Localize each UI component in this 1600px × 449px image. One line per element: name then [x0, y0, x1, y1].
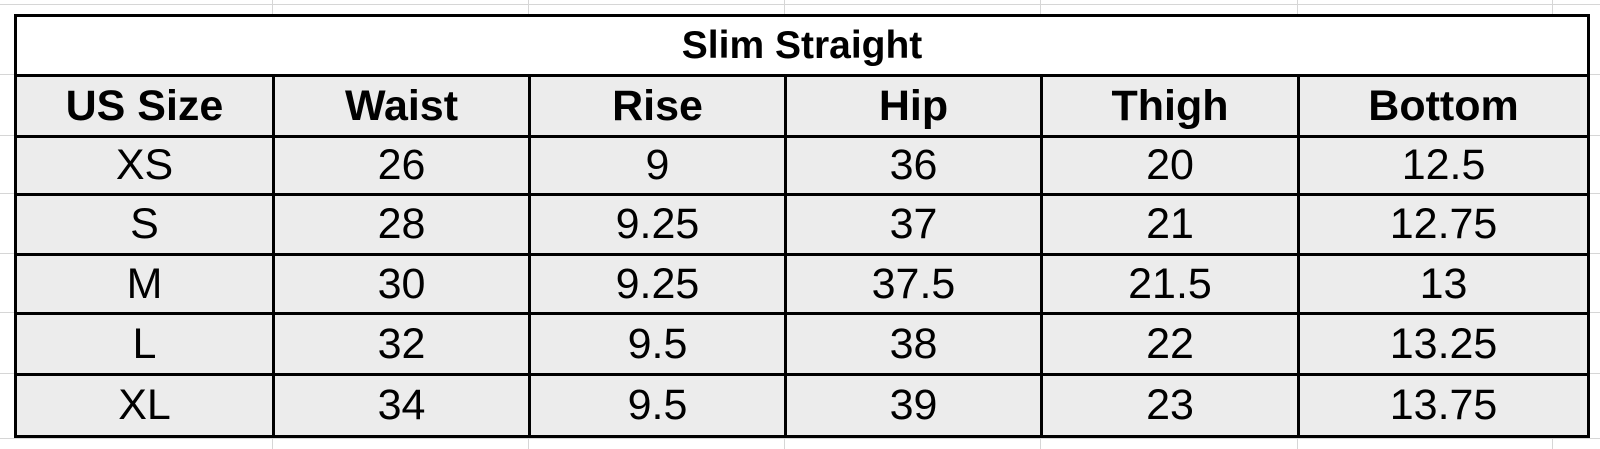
- cell-bottom[interactable]: 12.5: [1296, 135, 1591, 196]
- cell-bottom[interactable]: 12.75: [1296, 193, 1591, 256]
- cell-rise[interactable]: 9.5: [528, 373, 787, 438]
- cell-bottom[interactable]: 13: [1296, 253, 1591, 315]
- table-title-row: Slim Straight: [13, 14, 1591, 77]
- header-cell-waist[interactable]: Waist: [272, 74, 531, 138]
- cell-size[interactable]: XS: [14, 135, 275, 196]
- table-header-row: US Size Waist Rise Hip Thigh Bottom: [14, 74, 1591, 138]
- cell-size[interactable]: M: [14, 253, 275, 315]
- table-row-m: M 30 9.25 37.5 21.5 13: [14, 253, 1591, 315]
- cell-size[interactable]: S: [14, 193, 275, 256]
- cell-thigh[interactable]: 20: [1040, 135, 1300, 196]
- header-cell-us-size[interactable]: US Size: [14, 74, 275, 138]
- cell-hip[interactable]: 39: [784, 373, 1043, 438]
- header-cell-hip[interactable]: Hip: [784, 74, 1043, 138]
- cell-rise[interactable]: 9.25: [528, 253, 787, 315]
- sheet-gridline-horizontal: [0, 4, 1600, 5]
- cell-rise[interactable]: 9.5: [528, 312, 787, 376]
- table-row-xl: XL 34 9.5 39 23 13.75: [14, 373, 1591, 438]
- cell-hip[interactable]: 37.5: [784, 253, 1043, 315]
- cell-waist[interactable]: 26: [272, 135, 531, 196]
- header-cell-thigh[interactable]: Thigh: [1040, 74, 1300, 138]
- cell-waist[interactable]: 28: [272, 193, 531, 256]
- cell-waist[interactable]: 34: [272, 373, 531, 438]
- cell-rise[interactable]: 9.25: [528, 193, 787, 256]
- size-chart-table: Slim Straight US Size Waist Rise Hip Thi…: [13, 14, 1591, 438]
- table-title-cell[interactable]: Slim Straight: [13, 14, 1591, 77]
- header-cell-rise[interactable]: Rise: [528, 74, 787, 138]
- cell-hip[interactable]: 38: [784, 312, 1043, 376]
- cell-waist[interactable]: 30: [272, 253, 531, 315]
- cell-hip[interactable]: 37: [784, 193, 1043, 256]
- cell-size[interactable]: L: [14, 312, 275, 376]
- cell-rise[interactable]: 9: [528, 135, 787, 196]
- cell-size[interactable]: XL: [14, 373, 275, 438]
- table-row-l: L 32 9.5 38 22 13.25: [14, 312, 1591, 376]
- header-cell-bottom[interactable]: Bottom: [1296, 74, 1591, 138]
- table-row-s: S 28 9.25 37 21 12.75: [14, 193, 1591, 256]
- cell-waist[interactable]: 32: [272, 312, 531, 376]
- sheet-gridline-horizontal: [0, 438, 1600, 439]
- cell-hip[interactable]: 36: [784, 135, 1043, 196]
- cell-bottom[interactable]: 13.75: [1296, 373, 1591, 438]
- cell-thigh[interactable]: 21: [1040, 193, 1300, 256]
- cell-bottom[interactable]: 13.25: [1296, 312, 1591, 376]
- cell-thigh[interactable]: 23: [1040, 373, 1300, 438]
- cell-thigh[interactable]: 22: [1040, 312, 1300, 376]
- cell-thigh[interactable]: 21.5: [1040, 253, 1300, 315]
- table-row-xs: XS 26 9 36 20 12.5: [14, 135, 1591, 196]
